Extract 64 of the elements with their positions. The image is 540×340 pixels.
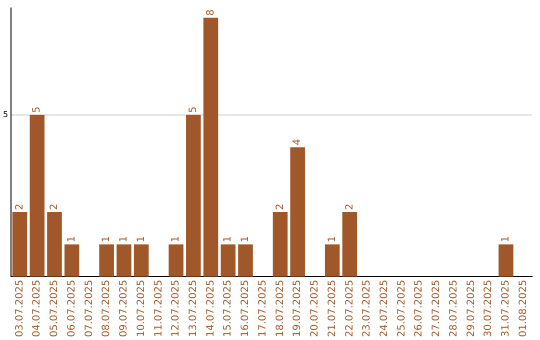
data-label: 5 — [188, 106, 199, 113]
data-label: 4 — [292, 138, 304, 146]
bar — [290, 147, 305, 277]
x-tick-label: 15.07.2025 — [222, 280, 234, 338]
x-tick-label: 07.07.2025 — [84, 280, 95, 338]
x-tick-label: 08.07.2025 — [101, 280, 112, 338]
data-label: 1 — [66, 236, 78, 242]
bar — [134, 244, 149, 277]
x-tick-label: 26.07.2025 — [414, 280, 425, 338]
x-tick-label: 11.07.2025 — [153, 280, 164, 338]
bar — [342, 212, 358, 277]
x-tick-label: 16.07.2025 — [240, 280, 252, 338]
data-label: 2 — [49, 204, 60, 210]
bar — [116, 244, 132, 277]
x-tick-label: 06.07.2025 — [66, 280, 78, 338]
data-label: 1 — [118, 236, 130, 242]
x-tick-label: 04.07.2025 — [32, 280, 43, 338]
data-label: 5 — [32, 106, 43, 113]
bar — [220, 244, 236, 277]
x-tick-label: 05.07.2025 — [49, 280, 60, 338]
data-label: 1 — [170, 236, 182, 242]
x-tick-label: 28.07.2025 — [448, 280, 460, 338]
x-tick-label: 31.07.2025 — [500, 280, 512, 338]
x-tick-label: 19.07.2025 — [292, 280, 304, 338]
data-label: 1 — [240, 236, 252, 242]
bar — [498, 244, 514, 277]
bar — [324, 244, 340, 277]
data-label: 2 — [344, 204, 356, 210]
x-tick-label: 10.07.2025 — [136, 280, 147, 338]
x-tick-label: 13.07.2025 — [188, 280, 199, 338]
x-tick-label: 25.07.2025 — [396, 280, 408, 338]
bar — [64, 244, 80, 277]
bar — [12, 212, 28, 277]
x-tick-label: 20.07.2025 — [310, 280, 321, 338]
bar — [272, 212, 288, 277]
data-label: 1 — [500, 236, 512, 242]
x-tick-label: 24.07.2025 — [379, 280, 390, 338]
x-tick-label: 12.07.2025 — [170, 280, 182, 338]
x-tick-label: 03.07.2025 — [14, 280, 26, 338]
x-tick-label: 17.07.2025 — [257, 280, 268, 338]
x-tick-label: 30.07.2025 — [483, 280, 494, 338]
bar — [30, 114, 45, 277]
data-label: 8 — [205, 9, 216, 16]
x-tick-label: 27.07.2025 — [431, 280, 442, 338]
x-tick-label: 18.07.2025 — [274, 280, 286, 338]
x-tick-label: 21.07.2025 — [326, 280, 338, 338]
data-label: 1 — [101, 236, 112, 242]
data-label: 1 — [326, 236, 338, 242]
x-tick-label: 22.07.2025 — [344, 280, 356, 338]
bar — [238, 244, 253, 277]
bar — [203, 18, 218, 277]
data-label: 2 — [14, 204, 26, 210]
bar — [47, 212, 62, 277]
x-tick-label: 23.07.2025 — [362, 280, 373, 338]
data-label: 2 — [274, 204, 286, 210]
bar — [168, 244, 184, 277]
x-tick-label: 09.07.2025 — [118, 280, 130, 338]
x-tick-label: 01.08.2025 — [518, 280, 529, 338]
x-tick-label: 29.07.2025 — [466, 280, 477, 338]
bar — [99, 244, 114, 277]
bar — [186, 114, 201, 277]
data-label: 1 — [136, 236, 147, 242]
data-label: 1 — [222, 236, 234, 242]
x-tick-label: 14.07.2025 — [205, 280, 216, 338]
